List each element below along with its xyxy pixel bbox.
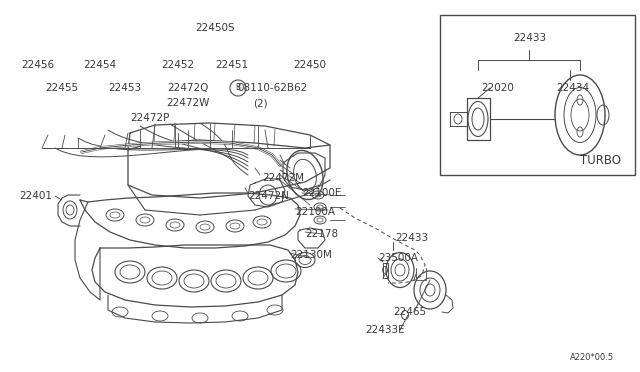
Text: 22100E: 22100E [302,188,341,198]
Text: 22178: 22178 [305,229,338,239]
Text: 22456: 22456 [21,60,54,70]
Text: 22454: 22454 [83,60,116,70]
Text: 22434: 22434 [556,83,589,93]
Text: 22451: 22451 [216,60,248,70]
Text: 22433: 22433 [513,33,547,43]
Text: B: B [236,83,241,93]
Bar [440,15,635,175]
Text: 22452: 22452 [161,60,195,70]
Text: (2): (2) [253,98,268,108]
Text: 23500A: 23500A [378,253,418,263]
Text: 22465: 22465 [394,307,427,317]
Text: 22472Q: 22472Q [167,83,209,93]
Text: 22455: 22455 [45,83,79,93]
Text: TURBO: TURBO [579,154,621,167]
Text: 22472M: 22472M [262,173,304,183]
Text: 22401: 22401 [19,191,52,201]
Text: 22130M: 22130M [290,250,332,260]
Text: 22450S: 22450S [195,23,235,33]
Text: 22472N: 22472N [248,191,289,201]
Text: 22472W: 22472W [166,98,210,108]
Text: 22472P: 22472P [131,113,170,123]
Text: 22100A: 22100A [295,207,335,217]
Text: 22433E: 22433E [365,325,405,335]
Text: 22453: 22453 [108,83,141,93]
Text: 22020: 22020 [481,83,515,93]
Text: 08110-62B62: 08110-62B62 [237,83,307,93]
Text: 22450: 22450 [294,60,326,70]
Text: 22433: 22433 [395,233,428,243]
Text: A220*00.5: A220*00.5 [570,353,614,362]
